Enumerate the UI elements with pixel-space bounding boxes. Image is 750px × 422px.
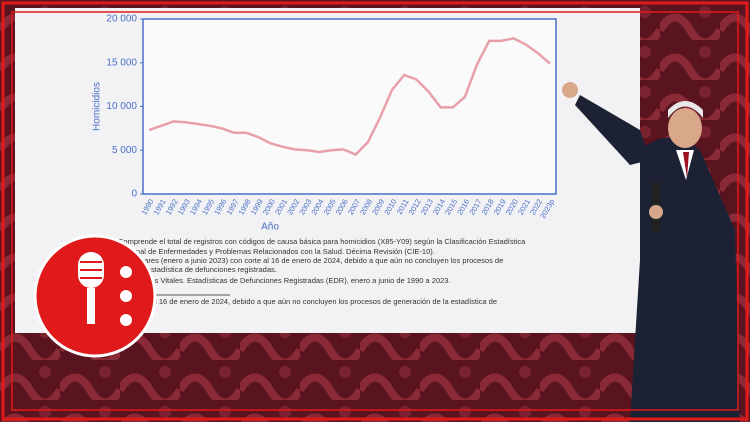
note-line: preliminares (enero a junio 2023) con co… [118, 256, 503, 265]
y-tick-label: 5 000 [112, 145, 137, 156]
note-line: Estadísticas Vitales. Estadísticas de De… [118, 276, 451, 285]
presenter [562, 82, 740, 422]
note-line: con corte al 16 de enero de 2024, debido… [118, 297, 497, 306]
logo [33, 234, 157, 358]
y-tick-label: 15 000 [106, 57, 137, 68]
x-axis-label: Año [261, 222, 279, 233]
note-line: Comprende el total de registros con códi… [118, 237, 526, 246]
y-tick-label: 0 [131, 189, 137, 200]
y-tick-label: 20 000 [106, 14, 137, 25]
y-tick-label: 10 000 [106, 101, 137, 112]
inner-frame [11, 11, 739, 411]
note-line: ón de la estadística de defunciones regi… [118, 265, 277, 274]
plot-area [142, 18, 557, 195]
y-axis-label: Homicidios [92, 82, 103, 131]
data-line [148, 36, 551, 157]
note-line: nacional de Enfermedades y Problemas Rel… [118, 247, 435, 256]
